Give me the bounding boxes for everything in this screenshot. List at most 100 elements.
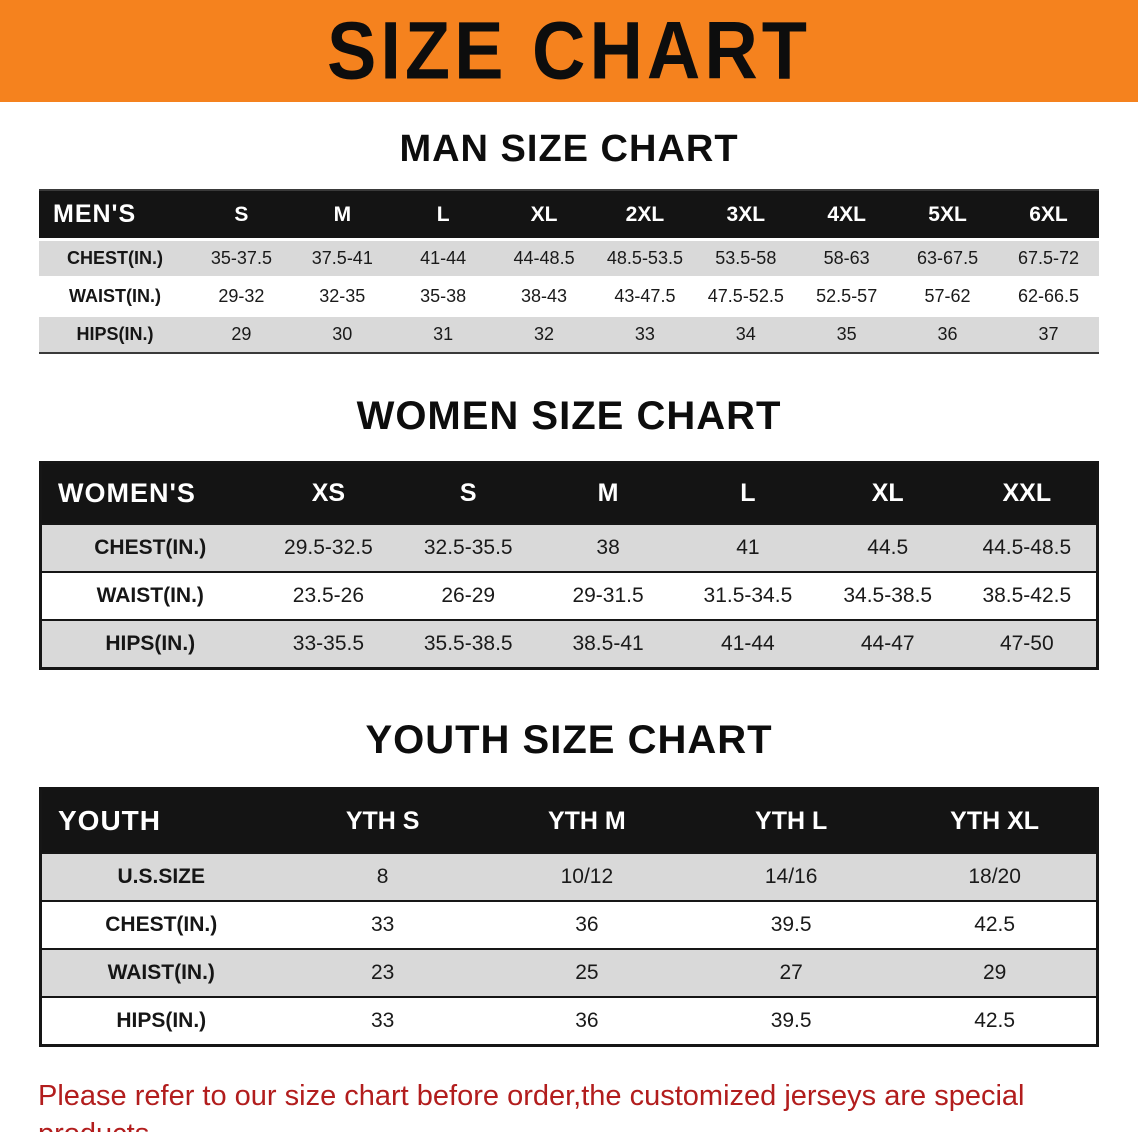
measurement-value-cell: 35-37.5 xyxy=(210,248,272,268)
table-title-cell: MEN'S xyxy=(39,190,191,240)
size-column-header: 4XL xyxy=(796,190,898,240)
measurement-value-cell: 18/20 xyxy=(968,865,1021,888)
size-column-header: XL xyxy=(493,190,595,240)
measurement-value-cell: 44.5-48.5 xyxy=(982,536,1072,559)
youth-table-body: U.S.SIZE 8 10/12 14/16 18/20 CHEST(IN.) 33 36 39… xyxy=(40,853,1098,1046)
measurement-value-cell: 67.5-72 xyxy=(1017,248,1080,268)
table-title-cell: WOMEN'S xyxy=(40,462,259,524)
men-size-table: MEN'S S M L XL 2XL 3XL 4XL 5XL 6XL CHEST(IN.) 35-3… xyxy=(39,189,1099,354)
measurement-value-cell: 35 xyxy=(836,324,857,344)
measurement-row: HIPS(IN.) 29 30 31 32 33 34 35 36 37 xyxy=(39,315,1099,353)
measurement-value-cell: 48.5-53.5 xyxy=(606,248,683,268)
measurement-value-cell: 29.5-32.5 xyxy=(284,536,373,559)
measurement-value-cell: 44-48.5 xyxy=(513,248,575,268)
size-column-header: M xyxy=(291,190,393,240)
measurement-value-cell: 53.5-58 xyxy=(715,248,777,268)
men-section-heading: MAN SIZE CHART xyxy=(399,128,739,170)
disclaimer: Please refer to our size chart before or… xyxy=(38,1077,1100,1132)
page-title: SIZE CHART xyxy=(327,4,811,97)
women-size-table: WOMEN'S XS S M L XL XXL CHEST(IN.) 29.5-32.5 32.… xyxy=(39,461,1099,670)
youth-table-head: YOUTH YTH S YTH M YTH L YTH XL xyxy=(40,788,1098,853)
table-header-row: MEN'S S M L XL 2XL 3XL 4XL 5XL 6XL xyxy=(39,190,1099,240)
measurement-value-cell: 42.5 xyxy=(974,1009,1016,1032)
row-label-cell: HIPS(IN.) xyxy=(105,632,196,655)
row-label-cell: CHEST(IN.) xyxy=(94,536,207,559)
measurement-row: CHEST(IN.) 35-37.5 37.5-41 41-44 44-48.5 48.5… xyxy=(39,239,1099,278)
size-column-header: S xyxy=(191,190,292,240)
size-column-header: YTH L xyxy=(689,788,894,853)
measurement-value-cell: 58-63 xyxy=(823,248,870,268)
measurement-value-cell: 41 xyxy=(736,536,760,559)
measurement-value-cell: 34.5-38.5 xyxy=(843,584,933,607)
measurement-value-cell: 14/16 xyxy=(764,865,818,888)
size-column-header: 5XL xyxy=(897,190,998,240)
table-header-row: WOMEN'S XS S M L XL XXL xyxy=(40,462,1098,524)
measurement-value-cell: 42.5 xyxy=(974,913,1016,936)
measurement-value-cell: 47.5-52.5 xyxy=(707,286,784,306)
measurement-value-cell: 23.5-26 xyxy=(292,584,365,607)
table-header-row: YOUTH YTH S YTH M YTH L YTH XL xyxy=(40,788,1098,853)
measurement-value-cell: 32 xyxy=(534,324,555,344)
size-column-header: YTH M xyxy=(484,788,689,853)
measurement-value-cell: 47-50 xyxy=(999,632,1054,655)
size-column-header: XS xyxy=(258,462,399,524)
measurement-value-cell: 29-32 xyxy=(218,286,265,306)
measurement-value-cell: 25 xyxy=(575,961,599,984)
measurement-value-cell: 43-47.5 xyxy=(614,286,676,306)
size-column-header: L xyxy=(392,190,494,240)
measurement-value-cell: 38.5-42.5 xyxy=(982,584,1072,607)
men-table-head: MEN'S S M L XL 2XL 3XL 4XL 5XL 6XL xyxy=(39,190,1099,240)
measurement-value-cell: 63-67.5 xyxy=(917,248,979,268)
measurement-value-cell: 57-62 xyxy=(924,286,971,306)
measurement-value-cell: 33-35.5 xyxy=(292,632,365,655)
size-column-header: L xyxy=(677,462,818,524)
measurement-value-cell: 35-38 xyxy=(420,286,467,306)
size-column-header: 3XL xyxy=(695,190,797,240)
measurement-value-cell: 44.5 xyxy=(867,536,909,559)
measurement-value-cell: 37 xyxy=(1038,324,1059,344)
row-label-cell: WAIST(IN.) xyxy=(96,584,204,607)
measurement-value-cell: 31 xyxy=(433,324,454,344)
measurement-value-cell: 26-29 xyxy=(441,584,496,607)
youth-size-chart-section: YOUTH SIZE CHART YOUTH YTH S YTH M YTH L YTH… xyxy=(0,670,1138,1047)
measurement-value-cell: 38-43 xyxy=(521,286,568,306)
measurement-value-cell: 37.5-41 xyxy=(311,248,373,268)
youth-size-table: YOUTH YTH S YTH M YTH L YTH XL U.S.SIZE 8 10/1… xyxy=(39,787,1099,1047)
measurement-row: HIPS(IN.) 33-35.5 35.5-38.5 38.5-41 41-44 44-… xyxy=(40,620,1098,669)
measurement-row: HIPS(IN.) 33 36 39.5 42.5 xyxy=(40,997,1098,1046)
women-table-body: CHEST(IN.) 29.5-32.5 32.5-35.5 38 41 44.5 44.5… xyxy=(40,524,1098,669)
measurement-value-cell: 38 xyxy=(596,536,620,559)
size-column-header: 2XL xyxy=(594,190,696,240)
measurement-row: CHEST(IN.) 29.5-32.5 32.5-35.5 38 41 44.5 44.5… xyxy=(40,524,1098,572)
measurement-value-cell: 36 xyxy=(575,1009,599,1032)
measurement-row: U.S.SIZE 8 10/12 14/16 18/20 xyxy=(40,853,1098,901)
measurement-value-cell: 41-44 xyxy=(420,248,467,268)
men-size-chart-section: MAN SIZE CHART MEN'S S M L XL 2XL 3XL 4XL 5XL 6XL… xyxy=(0,102,1138,354)
measurement-value-cell: 33 xyxy=(634,324,655,344)
size-column-header: XL xyxy=(817,462,958,524)
measurement-value-cell: 32.5-35.5 xyxy=(423,536,513,559)
measurement-value-cell: 52.5-57 xyxy=(816,286,878,306)
men-table-body: CHEST(IN.) 35-37.5 37.5-41 41-44 44-48.5 48.5… xyxy=(39,239,1099,353)
measurement-row: CHEST(IN.) 33 36 39.5 42.5 xyxy=(40,901,1098,949)
women-size-chart-section: WOMEN SIZE CHART WOMEN'S XS S M L XL XXL CHEST… xyxy=(0,354,1138,670)
table-title-cell: YOUTH xyxy=(40,788,281,853)
measurement-value-cell: 8 xyxy=(376,865,389,888)
measurement-value-cell: 39.5 xyxy=(770,913,812,936)
measurement-value-cell: 35.5-38.5 xyxy=(423,632,513,655)
measurement-value-cell: 29-31.5 xyxy=(572,584,644,607)
measurement-value-cell: 36 xyxy=(937,324,958,344)
youth-section-heading: YOUTH SIZE CHART xyxy=(365,718,773,762)
size-column-header: 6XL xyxy=(998,190,1099,240)
measurement-value-cell: 33 xyxy=(370,913,395,936)
row-label-cell: CHEST(IN.) xyxy=(105,913,218,936)
row-label-cell: HIPS(IN.) xyxy=(116,1009,207,1032)
measurement-value-cell: 27 xyxy=(779,961,803,984)
women-table-head: WOMEN'S XS S M L XL XXL xyxy=(40,462,1098,524)
measurement-row: WAIST(IN.) 29-32 32-35 35-38 38-43 43-47.5 47.… xyxy=(39,277,1099,316)
measurement-value-cell: 10/12 xyxy=(560,865,614,888)
size-column-header: S xyxy=(398,462,539,524)
disclaimer-line-1: Please refer to our size chart before or… xyxy=(38,1080,1025,1132)
row-label-cell: WAIST(IN.) xyxy=(107,961,215,984)
